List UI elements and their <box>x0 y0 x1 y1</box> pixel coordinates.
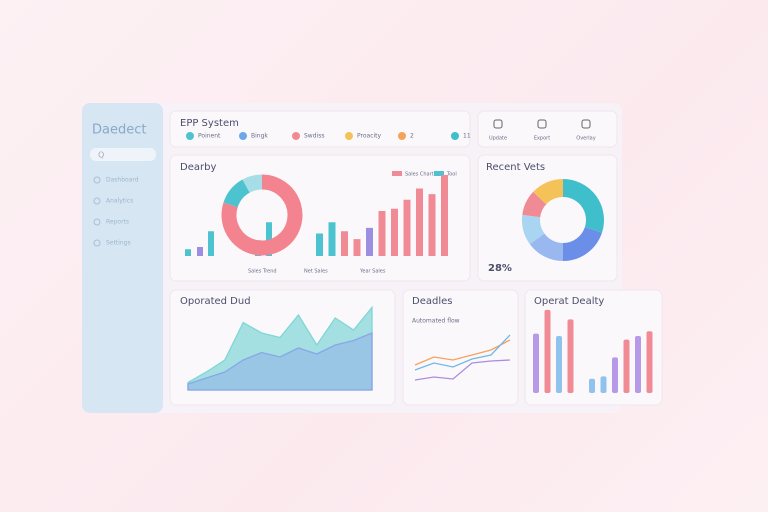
legend-label: Proacity <box>357 133 382 140</box>
bar <box>366 227 373 256</box>
bar <box>533 333 539 393</box>
bar <box>441 175 448 256</box>
donut-slice <box>522 214 545 245</box>
line <box>414 334 511 371</box>
menu-icon <box>93 218 101 226</box>
line <box>414 339 511 366</box>
bar <box>185 249 191 256</box>
operated-title: Oporated Dud <box>180 296 251 307</box>
legend-label: 2 <box>410 133 414 140</box>
donut-slice <box>562 226 602 261</box>
sidebar <box>82 103 163 413</box>
legend-dot <box>186 132 194 140</box>
donut-slice <box>562 179 604 233</box>
donut-slice <box>223 179 251 208</box>
legend-label: 11 <box>463 133 471 140</box>
legend-dot <box>239 132 247 140</box>
area <box>187 332 373 391</box>
recent-value: 28% <box>488 263 512 274</box>
bar <box>197 247 203 256</box>
toolbar-label: Update <box>489 136 507 142</box>
donut-slice <box>242 174 263 193</box>
bar <box>416 188 423 256</box>
bar <box>556 336 562 393</box>
footer-label: Sales Trend <box>248 269 277 275</box>
donut-slice <box>522 191 547 218</box>
bar <box>544 309 551 393</box>
bar <box>600 376 607 393</box>
legend-label: Bingk <box>251 133 268 140</box>
line <box>414 359 511 381</box>
bar <box>341 231 348 256</box>
menu-icon <box>93 239 101 247</box>
deadles-title: Deadles <box>412 296 452 307</box>
search-text: Q <box>98 151 104 160</box>
footer-label: Net Sales <box>304 269 328 275</box>
dearby-title: Dearby <box>180 162 216 173</box>
bar <box>635 336 641 393</box>
bar <box>623 339 630 393</box>
search-box[interactable] <box>90 148 156 161</box>
menu-icon <box>93 176 101 184</box>
menu-item: Reports <box>106 219 129 226</box>
donut-slice <box>221 174 303 256</box>
menu-item: Settings <box>106 240 131 247</box>
bar <box>646 331 653 393</box>
sidebar-title: Daedect <box>92 123 146 138</box>
donut-slice <box>533 179 564 205</box>
bar <box>428 194 436 256</box>
bar <box>266 222 272 256</box>
legend-dot <box>345 132 353 140</box>
recent-title: Recent Vets <box>486 162 545 173</box>
bar <box>612 357 618 393</box>
operat-title: Operat Dealty <box>534 296 604 307</box>
menu-item: Dashboard <box>106 177 139 184</box>
bar <box>403 199 411 256</box>
header-card <box>169 110 471 148</box>
legend-label: Poinent <box>198 133 221 140</box>
bar <box>589 378 595 393</box>
legend-swatch <box>434 171 444 176</box>
bar <box>353 239 361 256</box>
header-title: EPP System <box>180 118 239 129</box>
legend-label: Swdiss <box>304 133 324 140</box>
legend-swatch <box>392 171 402 176</box>
menu-icon <box>93 197 101 205</box>
toolbar-card <box>477 110 618 148</box>
footer-label: Year Sales <box>359 269 386 275</box>
legend-dot <box>398 132 406 140</box>
bar <box>378 211 386 256</box>
bar <box>567 319 574 393</box>
legend-label: Tool <box>446 172 457 178</box>
legend-dot <box>451 132 459 140</box>
toolbar-icon <box>537 119 547 129</box>
bar <box>328 222 336 256</box>
deadles-card <box>402 289 519 406</box>
bar <box>391 208 398 256</box>
legend-dot <box>292 132 300 140</box>
bar <box>316 233 323 256</box>
donut-slice <box>529 233 564 261</box>
toolbar-icon <box>581 119 591 129</box>
legend-label: Sales Chart <box>405 172 434 178</box>
toolbar-label: Overlay <box>576 136 595 142</box>
toolbar-icon <box>493 119 503 129</box>
deadles-subtitle: Automated flow <box>412 318 460 325</box>
bar <box>208 231 214 256</box>
menu-item: Analytics <box>106 198 133 205</box>
toolbar-label: Export <box>534 136 550 142</box>
